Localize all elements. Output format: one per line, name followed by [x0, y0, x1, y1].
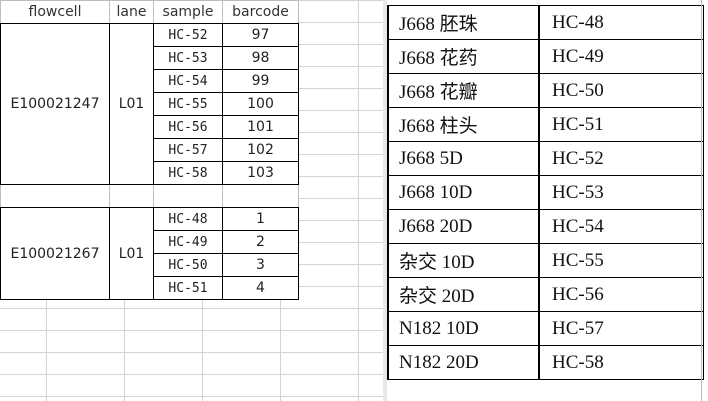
barcode-cell[interactable]: 101 [222, 115, 299, 139]
sample-cell[interactable]: HC-55 [153, 92, 223, 116]
flowcell-cell[interactable]: E100021267 [0, 207, 110, 300]
sample-name-cell[interactable]: 杂交 10D [387, 243, 540, 278]
table-row: N182 10D HC-57 [387, 311, 704, 346]
sample-cell[interactable]: HC-54 [153, 69, 223, 93]
barcode-cell[interactable]: 102 [222, 138, 299, 162]
document-table-area: J668 胚珠 HC-48 J668 花药 HC-49 J668 花瓣 HC-5… [387, 0, 708, 401]
sample-code-cell[interactable]: HC-55 [538, 243, 704, 278]
sample-name-cell[interactable]: J668 20D [387, 209, 540, 244]
sample-cell[interactable]: HC-53 [153, 46, 223, 70]
sample-name-cell[interactable]: J668 花药 [387, 39, 540, 74]
table-row: J668 花药 HC-49 [387, 39, 704, 74]
table-row: HC-56 101 [1, 115, 299, 139]
sample-code-cell[interactable]: HC-53 [538, 175, 704, 210]
sample-mapping-table: J668 胚珠 HC-48 J668 花药 HC-49 J668 花瓣 HC-5… [387, 5, 704, 380]
empty-row [0, 184, 299, 208]
barcode-cell[interactable]: 97 [222, 23, 299, 47]
sample-name-cell[interactable]: J668 花瓣 [387, 73, 540, 108]
sample-cell[interactable]: HC-58 [153, 161, 223, 185]
barcode-cell[interactable]: 103 [222, 161, 299, 185]
barcode-cell[interactable]: 1 [222, 207, 299, 231]
sample-name-cell[interactable]: 杂交 20D [387, 277, 540, 312]
table-row: HC-53 98 [1, 46, 299, 70]
barcode-cell[interactable]: 99 [222, 69, 299, 93]
table-row: J668 20D HC-54 [387, 209, 704, 244]
table-row: J668 5D HC-52 [387, 141, 704, 176]
sample-cell[interactable]: HC-56 [153, 115, 223, 139]
table-row: HC-55 100 [1, 92, 299, 116]
table-row: HC-49 2 [1, 230, 299, 254]
barcode-cell[interactable]: 100 [222, 92, 299, 116]
table-row: J668 柱头 HC-51 [387, 107, 704, 142]
empty-cell[interactable] [153, 184, 223, 208]
flowcell-cell[interactable]: E100021247 [0, 23, 110, 185]
table-row: HC-57 102 [1, 138, 299, 162]
page-edge [701, 0, 702, 401]
lane-cell[interactable]: L01 [109, 207, 154, 300]
barcode-cell[interactable]: 98 [222, 46, 299, 70]
sample-code-cell[interactable]: HC-56 [538, 277, 704, 312]
table-row: HC-54 99 [1, 69, 299, 93]
table-row: HC-51 4 [1, 276, 299, 300]
sample-cell[interactable]: HC-49 [153, 230, 223, 254]
sample-code-cell[interactable]: HC-48 [538, 5, 704, 40]
header-lane[interactable]: lane [109, 0, 154, 24]
table-row: E100021247 L01 HC-52 97 [0, 23, 299, 185]
header-row: flowcell lane sample barcode [0, 0, 299, 24]
sample-name-cell[interactable]: J668 柱头 [387, 107, 540, 142]
table-row: J668 胚珠 HC-48 [387, 5, 704, 40]
sample-code-cell[interactable]: HC-49 [538, 39, 704, 74]
pane-divider [383, 0, 387, 401]
empty-cell[interactable] [0, 184, 110, 208]
sample-code-cell[interactable]: HC-51 [538, 107, 704, 142]
sample-code-cell[interactable]: HC-52 [538, 141, 704, 176]
sample-name-cell[interactable]: N182 10D [387, 311, 540, 346]
sample-name-cell[interactable]: J668 胚珠 [387, 5, 540, 40]
sample-cell[interactable]: HC-52 [153, 23, 223, 47]
barcode-cell[interactable]: 3 [222, 253, 299, 277]
header-sample[interactable]: sample [153, 0, 223, 24]
sample-code-cell[interactable]: HC-58 [538, 345, 704, 380]
table-row: HC-58 103 [1, 161, 299, 185]
table-row: 杂交 20D HC-56 [387, 277, 704, 312]
sample-sheet-table: flowcell lane sample barcode E100021247 … [0, 0, 299, 300]
table-row: 杂交 10D HC-55 [387, 243, 704, 278]
sample-name-cell[interactable]: N182 20D [387, 345, 540, 380]
table-row: J668 花瓣 HC-50 [387, 73, 704, 108]
sample-name-cell[interactable]: J668 10D [387, 175, 540, 210]
table-row: E100021267 L01 HC-48 1 [0, 207, 299, 300]
table-row: N182 20D HC-58 [387, 345, 704, 380]
barcode-cell[interactable]: 4 [222, 276, 299, 300]
empty-cell[interactable] [109, 184, 154, 208]
lane-cell[interactable]: L01 [109, 23, 154, 185]
header-barcode[interactable]: barcode [222, 0, 299, 24]
table-row: J668 10D HC-53 [387, 175, 704, 210]
sample-code-cell[interactable]: HC-50 [538, 73, 704, 108]
spreadsheet-area: flowcell lane sample barcode E100021247 … [0, 0, 383, 401]
sample-code-cell[interactable]: HC-57 [538, 311, 704, 346]
header-flowcell[interactable]: flowcell [0, 0, 110, 24]
barcode-cell[interactable]: 2 [222, 230, 299, 254]
empty-cell[interactable] [222, 184, 299, 208]
sample-name-cell[interactable]: J668 5D [387, 141, 540, 176]
sample-cell[interactable]: HC-50 [153, 253, 223, 277]
sample-cell[interactable]: HC-57 [153, 138, 223, 162]
sample-cell[interactable]: HC-48 [153, 207, 223, 231]
sample-cell[interactable]: HC-51 [153, 276, 223, 300]
sample-code-cell[interactable]: HC-54 [538, 209, 704, 244]
